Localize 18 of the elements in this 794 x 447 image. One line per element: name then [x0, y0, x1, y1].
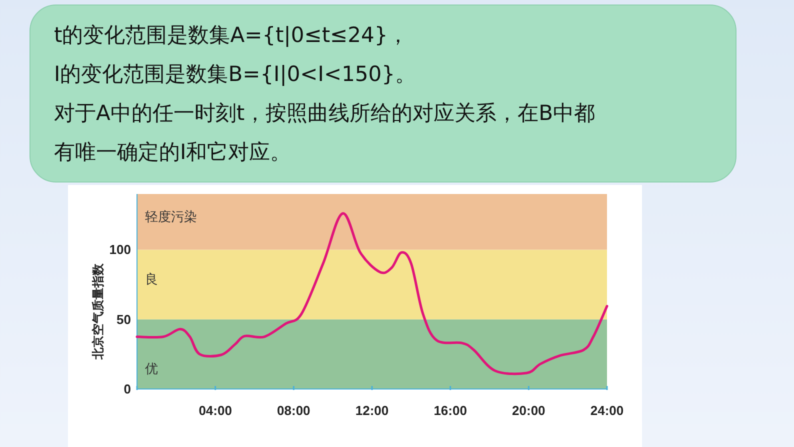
x-tick-label: 16:00: [434, 403, 467, 418]
text: 对于A中的任一时刻t，按照曲线所给的对应关系，在B中都: [54, 101, 596, 125]
band-label: 优: [145, 362, 158, 378]
line-series: [136, 212, 608, 376]
y-tick-label: 0: [124, 382, 131, 396]
text: 有唯一确定的I和它对应。: [54, 140, 292, 164]
y-axis-title: 北京空气质量指数: [91, 262, 105, 360]
text: I的变化范围是数集B={I|0<I<150}。: [54, 62, 416, 86]
text: t的变化范围是数集A={t|0≤t≤24}，: [54, 23, 409, 47]
band-label: 轻度污染: [145, 208, 197, 225]
x-tick-label: 04:00: [198, 403, 232, 418]
y-tick-label: 100: [109, 242, 131, 258]
band-label: 良: [145, 272, 158, 288]
x-tick-label: 08:00: [277, 403, 310, 418]
x-tick-label: 20:00: [512, 403, 546, 418]
x-tick-label: 12:00: [355, 403, 389, 418]
y-tick-label: 50: [116, 312, 131, 327]
x-tick-label: 24:00: [590, 403, 624, 418]
